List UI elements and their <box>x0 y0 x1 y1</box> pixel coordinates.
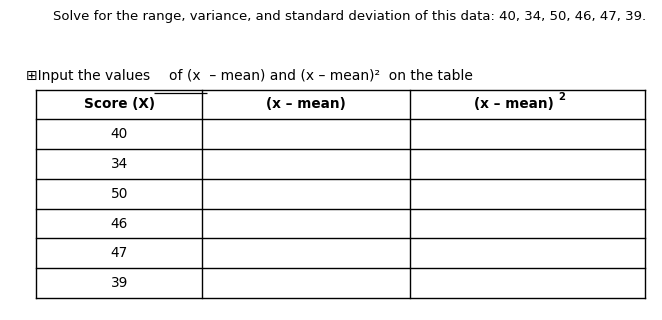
Text: 2: 2 <box>558 92 565 102</box>
Text: 39: 39 <box>111 276 128 290</box>
Text: (x – mean): (x – mean) <box>473 98 553 111</box>
Text: Score (X): Score (X) <box>83 98 155 111</box>
Text: 47: 47 <box>111 246 128 260</box>
Text: (x – mean): (x – mean) <box>266 98 346 111</box>
Text: 46: 46 <box>111 217 128 230</box>
Text: 34: 34 <box>111 157 128 171</box>
Text: Solve for the range, variance, and standard deviation of this data: 40, 34, 50, : Solve for the range, variance, and stand… <box>53 10 646 23</box>
Text: of (x: of (x <box>169 69 201 83</box>
Text: 40: 40 <box>111 127 128 141</box>
Text: 50: 50 <box>111 187 128 201</box>
Text: ⊞Input the values: ⊞Input the values <box>26 69 155 83</box>
Text: – mean) and (x – mean)²  on the table: – mean) and (x – mean)² on the table <box>205 69 473 83</box>
